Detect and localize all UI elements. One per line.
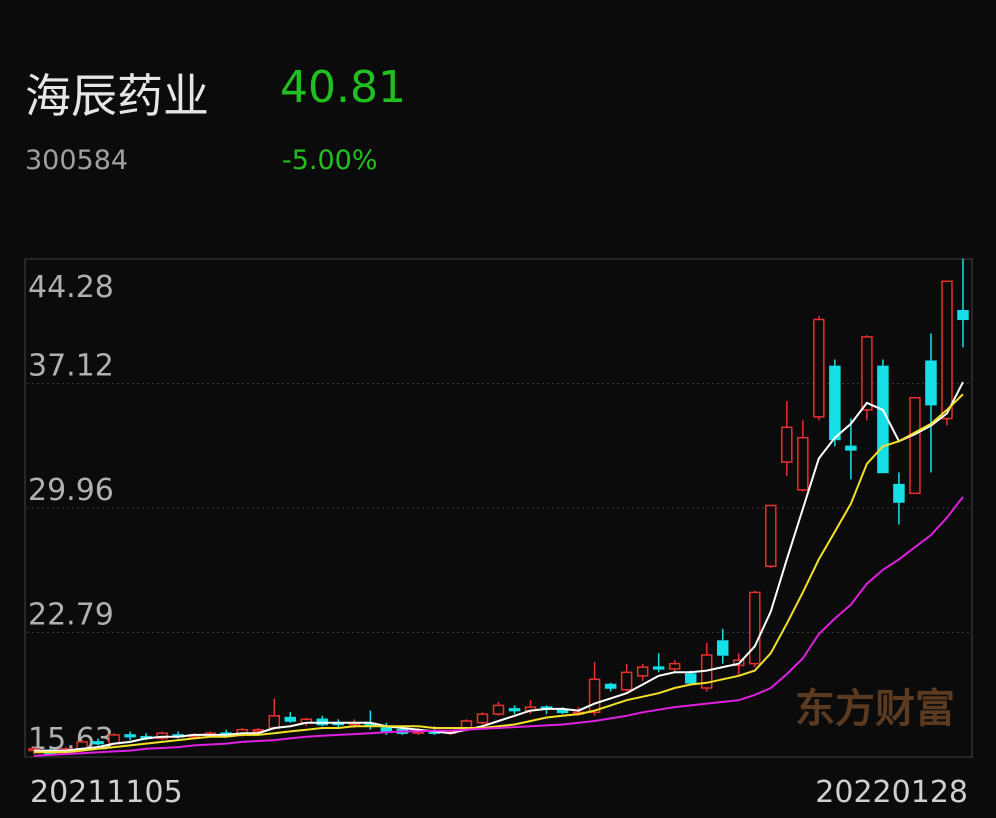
y-tick-label: 22.79: [28, 598, 114, 633]
candle-body: [781, 426, 793, 463]
candle-body: [668, 662, 681, 670]
y-tick-label: 37.12: [28, 348, 114, 383]
candle-body: [620, 671, 633, 691]
candle-body: [492, 704, 505, 715]
candle-body: [925, 360, 937, 406]
candle-body: [380, 727, 393, 733]
candle-body: [941, 280, 953, 420]
watermark: 东方财富: [795, 686, 955, 732]
candle-body: [636, 666, 649, 677]
candle-body: [604, 683, 617, 689]
stock-code: 300584: [25, 145, 129, 176]
candle-body: [92, 741, 104, 745]
candle-body: [893, 483, 905, 503]
ma-line: [34, 381, 964, 752]
x-tick-label: 20220128: [815, 775, 968, 810]
ma-line: [34, 393, 964, 754]
candle-body: [797, 436, 809, 491]
candle-body: [845, 445, 857, 451]
candle-body: [909, 396, 921, 495]
candle-body: [556, 709, 569, 714]
y-tick-label: 29.96: [28, 473, 114, 508]
candle-body: [652, 666, 665, 670]
candle-body: [957, 310, 969, 321]
x-tick-label: 20211105: [30, 775, 183, 810]
candle-body: [877, 365, 889, 474]
candle-body: [476, 713, 489, 724]
candle-body: [508, 708, 521, 712]
candle-body: [716, 640, 729, 656]
candle-body: [813, 318, 825, 418]
candle-body: [861, 336, 873, 411]
candle-body: [268, 715, 281, 729]
candle-body: [765, 504, 777, 568]
candle-body: [124, 734, 136, 738]
candle-body: [749, 591, 761, 665]
candle-body: [284, 716, 297, 722]
stock-name: 海辰药业: [25, 69, 209, 123]
y-tick-label: 44.28: [28, 270, 114, 305]
candle-body: [829, 365, 841, 441]
price-change: -5.00%: [282, 145, 378, 176]
candle-body: [684, 673, 697, 684]
ma-line: [33, 496, 964, 757]
stock-price: 40.81: [280, 62, 406, 113]
candles: [28, 258, 969, 756]
candle-body: [588, 678, 601, 714]
